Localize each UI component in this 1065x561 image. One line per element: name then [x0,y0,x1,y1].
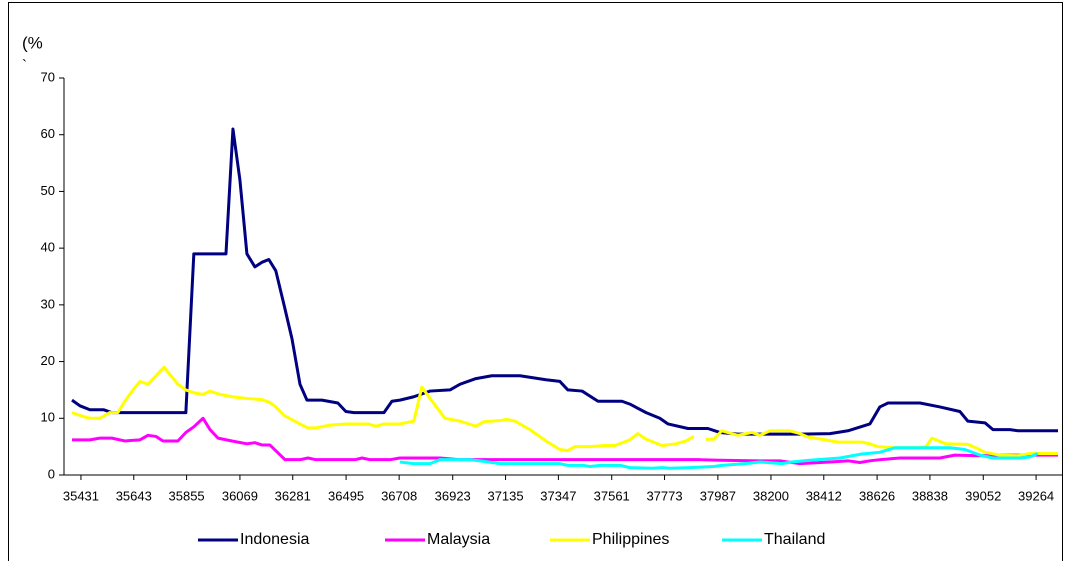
x-tick-label: 36069 [222,488,258,503]
x-tick-label: 37987 [700,488,736,503]
legend-label: Indonesia [240,531,309,548]
series-line [399,446,1039,470]
y-tick-label: 60 [41,126,55,141]
y-tick-label: 20 [41,353,55,368]
x-tick-label: 37135 [487,488,523,503]
series-line [71,365,1059,458]
x-tick-label: 37561 [594,488,630,503]
x-tick-label: 36708 [381,488,417,503]
x-tick-label: 35643 [116,488,152,503]
x-tick-label: 36281 [275,488,311,503]
x-tick-label: 38838 [912,488,948,503]
x-tick-label: 35431 [63,488,99,503]
legend-label: Philippines [592,531,669,548]
chart-frame [8,2,1063,561]
y-tick-label: 10 [41,410,55,425]
legend-label: Thailand [764,531,825,548]
y-tick-label: 30 [41,296,55,311]
y-tick-label: 50 [41,183,55,198]
y-axis-label: (% [22,33,43,52]
legend-label: Malaysia [427,531,490,548]
x-tick-label: 37347 [540,488,576,503]
y-tick-label: 70 [41,69,55,84]
x-tick-label: 39264 [1018,488,1054,503]
y-tick-label: 0 [48,466,55,481]
y-axis-label-note: ` [22,57,27,74]
x-tick-label: 37773 [646,488,682,503]
y-tick-label: 40 [41,240,55,255]
x-tick-label: 38200 [753,488,789,503]
x-tick-label: 38626 [859,488,895,503]
x-tick-label: 38412 [806,488,842,503]
x-tick-label: 39052 [965,488,1001,503]
series-line [71,127,1059,436]
x-tick-label: 36495 [328,488,364,503]
x-tick-label: 35855 [169,488,205,503]
series-line [71,416,1059,466]
x-tick-label: 36923 [435,488,471,503]
